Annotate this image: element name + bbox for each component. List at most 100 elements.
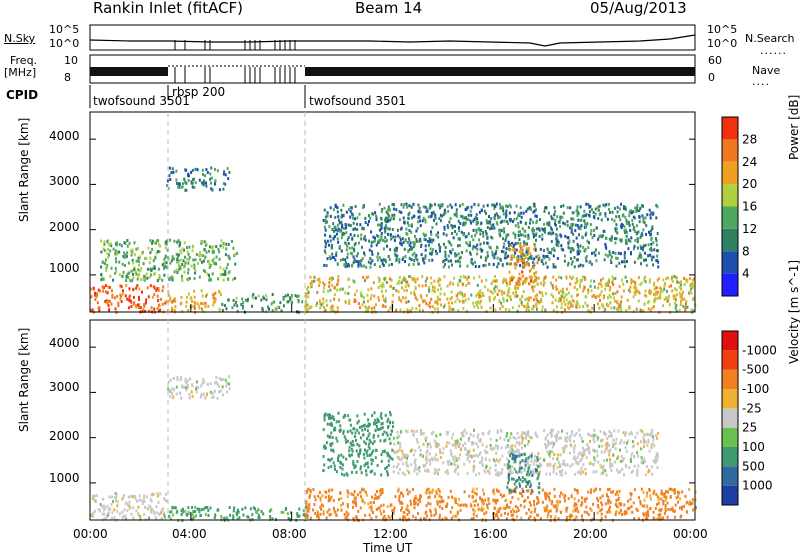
data-cell xyxy=(493,458,495,461)
data-cell xyxy=(311,280,313,283)
data-cell xyxy=(675,504,677,507)
data-cell xyxy=(104,240,106,243)
data-cell xyxy=(524,499,526,502)
data-cell xyxy=(509,249,511,252)
data-cell xyxy=(194,510,196,513)
data-cell xyxy=(562,447,564,450)
data-cell xyxy=(505,214,507,217)
data-cell xyxy=(495,444,497,447)
data-cell xyxy=(445,212,447,215)
data-cell xyxy=(363,237,365,240)
data-cell xyxy=(520,221,522,224)
data-cell xyxy=(417,204,419,207)
data-cell xyxy=(358,302,360,305)
data-cell xyxy=(344,414,346,417)
data-cell xyxy=(393,208,395,211)
data-cell xyxy=(504,438,506,441)
data-cell xyxy=(558,221,560,224)
data-cell xyxy=(373,306,375,309)
data-cell xyxy=(651,473,653,476)
data-cell xyxy=(584,223,586,226)
data-cell xyxy=(645,224,647,227)
data-cell xyxy=(451,496,453,499)
data-cell xyxy=(590,223,592,226)
data-cell xyxy=(505,446,507,449)
data-cell xyxy=(451,436,453,439)
data-cell xyxy=(497,293,499,296)
data-cell xyxy=(339,466,341,469)
data-cell xyxy=(403,289,405,292)
data-cell xyxy=(458,229,460,232)
data-cell xyxy=(145,302,147,305)
data-cell xyxy=(177,186,179,189)
data-cell xyxy=(593,429,595,432)
data-cell xyxy=(357,265,359,268)
data-cell xyxy=(544,210,546,213)
data-cell xyxy=(115,257,117,260)
data-cell xyxy=(459,265,461,268)
data-cell xyxy=(323,463,325,466)
data-cell xyxy=(624,225,626,228)
data-cell xyxy=(417,278,419,281)
data-cell xyxy=(192,169,194,172)
data-cell xyxy=(476,488,478,491)
data-cell xyxy=(528,282,530,285)
data-cell xyxy=(495,250,497,253)
data-cell xyxy=(460,504,462,507)
data-cell xyxy=(514,248,516,251)
data-cell xyxy=(351,453,353,456)
data-cell xyxy=(137,278,139,281)
data-cell xyxy=(388,255,390,258)
data-cell xyxy=(182,508,184,511)
data-cell xyxy=(609,238,611,241)
data-cell xyxy=(242,301,244,304)
data-cell xyxy=(241,508,243,511)
data-cell xyxy=(334,226,336,229)
data-cell xyxy=(349,419,351,422)
data-cell xyxy=(435,301,437,304)
data-cell xyxy=(380,423,382,426)
data-cell xyxy=(375,303,377,306)
data-cell xyxy=(483,242,485,245)
data-cell xyxy=(470,294,472,297)
data-cell xyxy=(587,203,589,206)
data-cell xyxy=(149,261,151,264)
data-cell xyxy=(593,434,595,437)
data-cell xyxy=(551,434,553,437)
data-cell xyxy=(334,468,336,471)
data-cell xyxy=(445,246,447,249)
data-cell xyxy=(240,303,242,306)
data-cell xyxy=(523,305,525,308)
data-cell xyxy=(527,443,529,446)
data-cell xyxy=(585,203,587,206)
data-cell xyxy=(311,283,313,286)
data-cell xyxy=(137,506,139,509)
data-cell xyxy=(169,395,171,398)
data-cell xyxy=(387,219,389,222)
data-cell xyxy=(609,253,611,256)
data-cell xyxy=(141,291,143,294)
data-cell xyxy=(212,251,214,254)
data-cell xyxy=(495,473,497,476)
data-cell xyxy=(330,465,332,468)
data-cell xyxy=(657,232,659,235)
data-cell xyxy=(628,507,630,510)
data-cell xyxy=(506,435,508,438)
data-cell xyxy=(149,276,151,279)
data-cell xyxy=(559,216,561,219)
data-cell xyxy=(476,244,478,247)
data-cell xyxy=(594,286,596,289)
data-cell xyxy=(444,255,446,258)
data-cell xyxy=(221,239,223,242)
data-cell xyxy=(527,257,529,260)
data-cell xyxy=(448,302,450,305)
data-cell xyxy=(126,298,128,301)
data-cell xyxy=(574,256,576,259)
data-cell xyxy=(379,203,381,206)
data-cell xyxy=(480,438,482,441)
data-cell xyxy=(530,296,532,299)
data-cell xyxy=(439,298,441,301)
data-cell xyxy=(401,450,403,453)
data-cell xyxy=(587,304,589,307)
data-cell xyxy=(499,234,501,237)
